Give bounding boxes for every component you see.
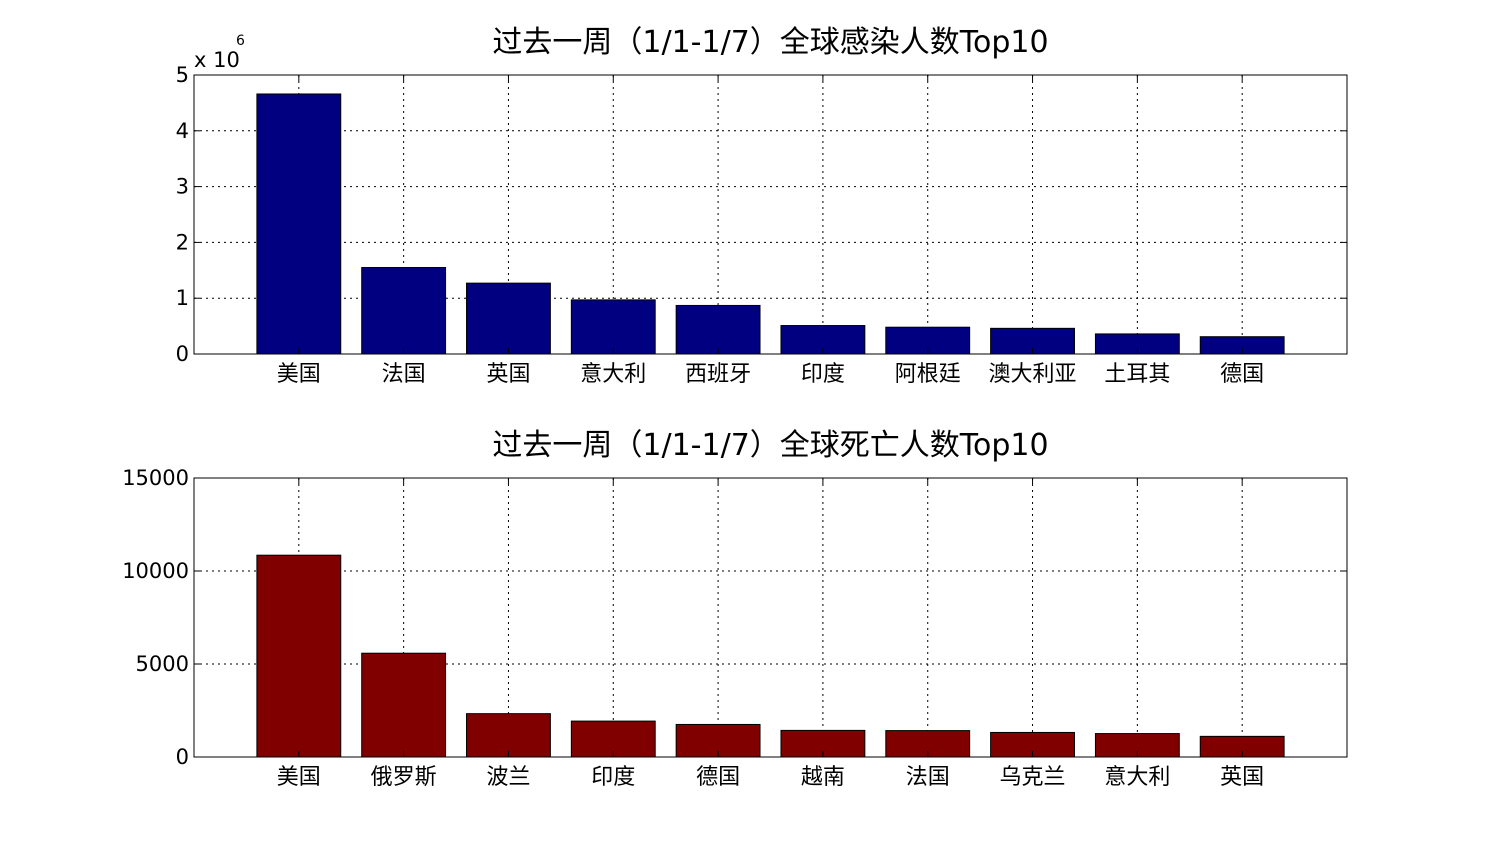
x-tick-label: 印度 <box>591 765 635 790</box>
y-tick-label: 2 <box>176 230 189 254</box>
bar <box>466 713 551 758</box>
x-tick-label: 法国 <box>382 362 426 387</box>
x-tick-label: 德国 <box>1220 362 1264 387</box>
x-tick-label: 阿根廷 <box>895 362 961 387</box>
x-tick-label: 美国 <box>277 362 321 387</box>
x-tick-label: 意大利 <box>1104 765 1170 790</box>
x-tick-label: 意大利 <box>580 362 646 387</box>
x-tick-label: 乌克兰 <box>1000 765 1066 790</box>
y-tick-label: 5 <box>176 63 189 87</box>
x-tick-label: 澳大利亚 <box>989 362 1077 387</box>
x-tick-label: 土耳其 <box>1104 362 1170 387</box>
x-tick-label: 美国 <box>277 765 321 790</box>
chart-1: 过去一周（1/1-1/7）全球感染人数Top10 0 1 2 3 4 5 美国 法国 英国 意大利 西… <box>176 25 1348 387</box>
y-tick-label: 0 <box>176 342 189 366</box>
x-tick-label: 越南 <box>801 765 845 790</box>
chart-title: 过去一周（1/1-1/7）全球死亡人数Top10 <box>492 428 1048 463</box>
y-tick-label: 1 <box>176 286 189 310</box>
bar <box>675 304 761 355</box>
x-tick-label: 德国 <box>696 765 740 790</box>
y-tick-label: 0 <box>176 745 189 769</box>
y-exponent-label: x 10 <box>194 48 240 72</box>
bar <box>361 267 447 355</box>
y-tick-label: 4 <box>176 119 189 143</box>
x-tick-label: 英国 <box>1220 765 1264 790</box>
bar <box>570 299 656 355</box>
y-tick-label: 15000 <box>122 466 189 490</box>
bar <box>256 93 342 355</box>
bar <box>256 554 342 758</box>
axis-box <box>193 477 1348 758</box>
chart-title: 过去一周（1/1-1/7）全球感染人数Top10 <box>492 25 1048 60</box>
axis-box <box>193 74 1348 355</box>
x-tick-label: 西班牙 <box>685 362 751 387</box>
chart-2: 过去一周（1/1-1/7）全球死亡人数Top10 0 5000 10000 15000 美… <box>122 428 1348 790</box>
y-tick-label: 5000 <box>136 652 189 676</box>
bar <box>361 652 447 758</box>
y-tick-label: 3 <box>176 175 189 199</box>
x-tick-label: 印度 <box>801 362 845 387</box>
y-tick-label: 10000 <box>122 559 189 583</box>
x-tick-label: 俄罗斯 <box>371 765 437 790</box>
bar <box>466 282 551 355</box>
x-tick-label: 法国 <box>906 765 950 790</box>
x-tick-label: 波兰 <box>486 765 530 790</box>
y-exponent-power: 6 <box>236 33 245 49</box>
x-tick-label: 英国 <box>486 362 530 387</box>
